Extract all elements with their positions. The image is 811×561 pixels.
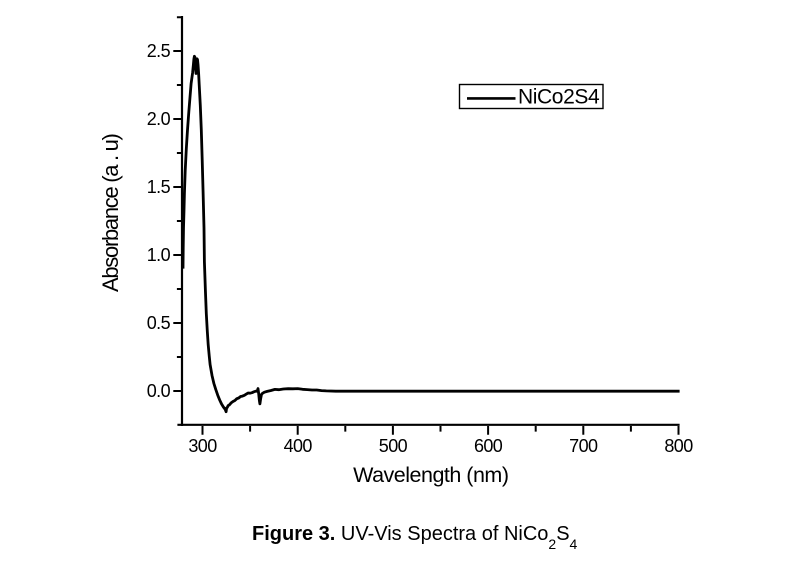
svg-text:300: 300 — [188, 436, 217, 456]
svg-text:700: 700 — [569, 436, 598, 456]
svg-text:NiCo2S4: NiCo2S4 — [518, 85, 600, 108]
svg-text:0.5: 0.5 — [147, 313, 171, 333]
svg-text:1.5: 1.5 — [147, 177, 171, 197]
svg-text:800: 800 — [664, 436, 693, 456]
svg-text:0.0: 0.0 — [147, 381, 171, 401]
svg-text:Absorbance (a . u): Absorbance (a . u) — [98, 134, 123, 292]
svg-text:500: 500 — [379, 436, 408, 456]
svg-text:2.0: 2.0 — [147, 109, 171, 129]
svg-text:Wavelength (nm): Wavelength (nm) — [353, 463, 508, 487]
svg-text:2.5: 2.5 — [147, 41, 171, 61]
svg-text:1.0: 1.0 — [147, 245, 171, 265]
svg-text:600: 600 — [474, 436, 503, 456]
svg-text:400: 400 — [284, 436, 313, 456]
